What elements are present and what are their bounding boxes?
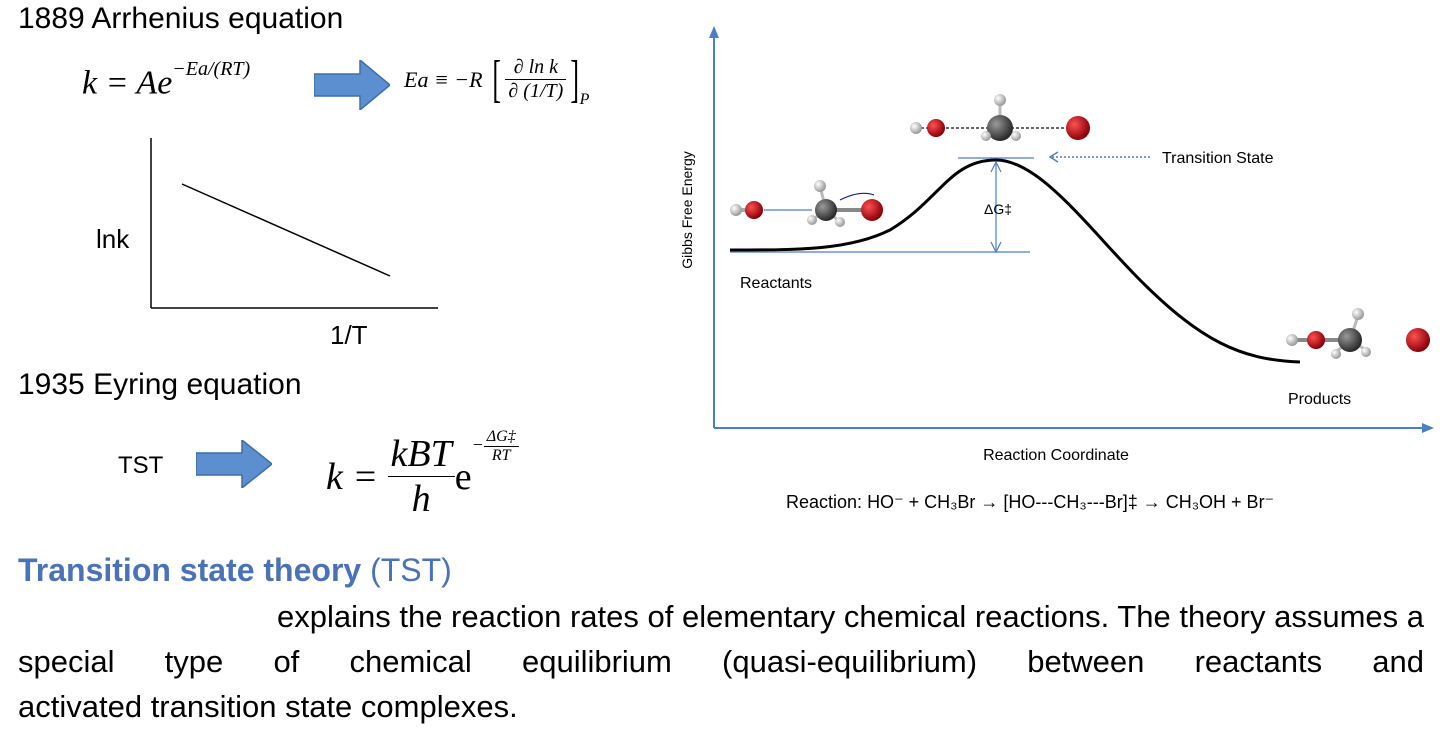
eyring-exp-base: e (454, 455, 472, 498)
lnk-plot (150, 138, 438, 309)
eyring-formula-lhs: k = (326, 455, 379, 498)
diagram-ylabel: Gibbs Free Energy (679, 151, 695, 269)
energy-diagram: Gibbs Free Energy Reaction Coordinate Tr… (679, 26, 1434, 464)
activation-def-fraction: ∂ ln k ∂ (1/T) (505, 56, 567, 103)
arrhenius-formula: k = Ae−Ea/(RT) (82, 58, 250, 102)
reactants-label: Reactants (740, 275, 812, 292)
eyring-fraction-den: h (411, 478, 431, 520)
products-label: Products (1288, 391, 1351, 408)
diagram-xlabel: Reaction Coordinate (983, 447, 1129, 464)
activation-def-denominator: ∂ (1/T) (508, 80, 564, 102)
eyring-exp-den: RT (491, 447, 511, 464)
delta-g-label: ΔG‡ (984, 201, 1012, 217)
activation-def-subscript: P (579, 90, 590, 108)
eyring-exp-num: ΔG‡ (483, 428, 519, 447)
reaction-text: HO⁻ + CH₃Br → [HO---CH₃---Br]‡ → CH₃OH +… (867, 492, 1275, 512)
arrhenius-formula-exponent: −Ea/(RT) (172, 58, 251, 80)
activation-energy-definition: Ea ≡ −R [∂ ln k ∂ (1/T)]P (404, 51, 590, 108)
diagram-y-axis-arrowhead (709, 26, 719, 38)
right-arrow-icon (196, 440, 272, 488)
diagram-x-axis-arrowhead (1422, 423, 1434, 433)
description-line-3: activated transition state complexes. (18, 689, 518, 724)
tst-title-abbrev: (TST) (370, 552, 452, 588)
transition-state-molecule (910, 94, 1090, 141)
tst-title: Transition state theory (TST) (18, 552, 452, 589)
lnk-plot-xlabel: 1/T (330, 320, 368, 350)
activation-def-numerator: ∂ ln k (505, 56, 567, 80)
arrhenius-heading: 1889 Arrhenius equation (18, 2, 344, 35)
arrhenius-formula-base: k = Ae (82, 64, 173, 102)
right-arrow-icon (314, 60, 390, 110)
activation-def-lhs: Ea ≡ −R (404, 66, 483, 92)
energy-curve (729, 158, 1301, 364)
description-line-2: special type of chemical equilibrium (qu… (18, 644, 1424, 679)
transition-state-label: Transition State (1162, 150, 1274, 167)
eyring-fraction: kBT h (387, 432, 455, 521)
description-line-1: explains the reaction rates of elementar… (277, 599, 1424, 634)
lnk-plot-ylabel: lnk (96, 224, 130, 254)
eyring-exponent: − ΔG‡ RT (472, 428, 519, 465)
reaction-equation: Reaction: HO⁻ + CH₃Br → [HO---CH₃---Br]‡… (786, 492, 1274, 513)
eyring-fraction-num: kBT (387, 432, 455, 477)
reactant-molecules (730, 180, 883, 227)
tst-arrow-label: TST (118, 452, 164, 479)
eyring-heading: 1935 Eyring equation (18, 368, 302, 401)
lnk-plot-line (181, 183, 391, 277)
tst-title-bold: Transition state theory (18, 552, 362, 588)
product-molecules (1286, 308, 1430, 359)
eyring-formula: k = kBT h e− ΔG‡ RT (326, 428, 519, 521)
reaction-prefix: Reaction: (786, 492, 863, 512)
